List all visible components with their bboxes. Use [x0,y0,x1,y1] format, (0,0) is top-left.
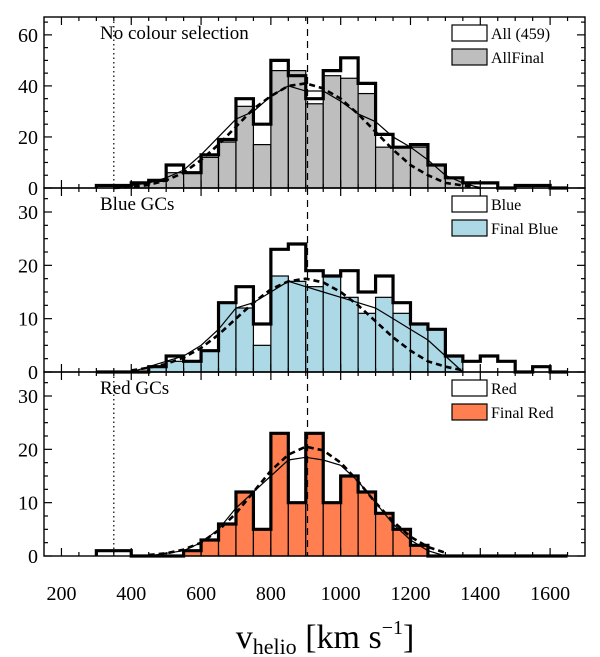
legend-label: Final Red [491,405,554,422]
gaussian-curve [113,82,481,190]
y-tick-label: 30 [18,202,38,224]
bar-final-blue [252,344,272,373]
y-tick-label: 20 [18,439,38,461]
smooth-curve [131,280,464,373]
gaussian-curve [131,277,464,372]
y-tick-label: 20 [18,255,38,277]
bar-final-red [322,502,342,557]
x-tick-label: 1400 [460,583,500,605]
panel-blue-gcs: 0 10 20 30 Blue GCs Blue Final Blue [18,187,586,384]
x-label-close: ] [403,619,414,656]
y-tick-label: 0 [28,546,38,568]
panel-title: Red GCs [100,378,169,399]
legend-swatch [451,219,488,237]
panel-no-colour-selection: 0 20 40 60 No colour selection All (459) AllFi… [18,16,586,200]
y-tick-label: 30 [18,386,38,408]
bar-final-blue [340,296,359,373]
panel-red-gcs: 0 10 20 30 Red GCs Red Final Red [18,371,586,568]
legend-swatch [451,24,488,42]
legend-swatch [451,195,488,213]
bar-final-red [340,475,359,557]
gaussian-curve [148,445,446,557]
y-tick-label: 0 [28,178,38,200]
legend-label: Blue [491,197,521,214]
histogram-outline-all [96,242,568,374]
bar-allfinal [357,92,377,189]
bar-allfinal [200,156,220,189]
x-axis-label: vhelio [km s−1] [236,617,415,657]
smooth-curve [113,85,481,189]
x-tick-label: 1600 [530,583,570,605]
bar-final-blue [357,312,377,373]
legend-swatch [451,403,488,421]
x-label-unit: [km s [297,619,382,656]
x-tick-label: 800 [256,583,286,605]
bar-allfinal [305,103,324,189]
bar-final-blue [287,280,307,373]
x-label-subscript: helio [253,634,297,657]
bar-final-red [287,502,307,557]
bar-final-red [200,539,220,557]
histogram-outline-all [94,56,568,190]
legend-label: AllFinal [491,50,545,67]
x-axis: 200 400 600 800 1000 1200 1400 1600 [46,583,570,605]
y-tick-label: 60 [18,25,38,47]
panel-title: No colour selection [100,23,249,44]
bar-final-blue [305,286,324,373]
x-tick-label: 1000 [321,583,361,605]
legend-label: Final Blue [491,221,558,238]
bar-allfinal [217,141,237,189]
bar-final-red [357,491,377,557]
bar-final-blue [200,350,220,373]
legend-label: All (459) [491,26,550,43]
y-tick-label: 10 [18,309,38,331]
y-tick-label: 0 [28,362,38,384]
bar-final-blue [427,328,446,373]
bar-final-red [252,528,272,557]
x-label-var: v [236,619,253,656]
bar-final-blue [322,275,342,373]
x-label-exponent: −1 [382,617,403,639]
bar-final-red [305,432,324,557]
bar-final-blue [392,312,412,373]
bar-final-blue [165,360,185,373]
y-tick-label: 10 [18,493,38,515]
x-tick-label: 200 [46,583,76,605]
panel-frame [43,371,586,557]
x-tick-label: 400 [116,583,146,605]
bar-allfinal [252,144,272,189]
bar-allfinal [374,146,394,189]
panel-title: Blue GCs [100,194,174,215]
legend-swatch [451,379,488,397]
legend-swatch [451,48,488,66]
y-tick-label: 40 [18,76,38,98]
x-tick-label: 600 [186,583,216,605]
x-tick-label: 1200 [390,583,430,605]
bar-allfinal [340,77,359,189]
bar-final-red [270,432,289,557]
bar-final-blue [217,302,237,373]
legend-label: Red [491,381,517,398]
bar-final-red [217,523,237,557]
y-tick-label: 20 [18,127,38,149]
bar-allfinal [183,172,202,189]
